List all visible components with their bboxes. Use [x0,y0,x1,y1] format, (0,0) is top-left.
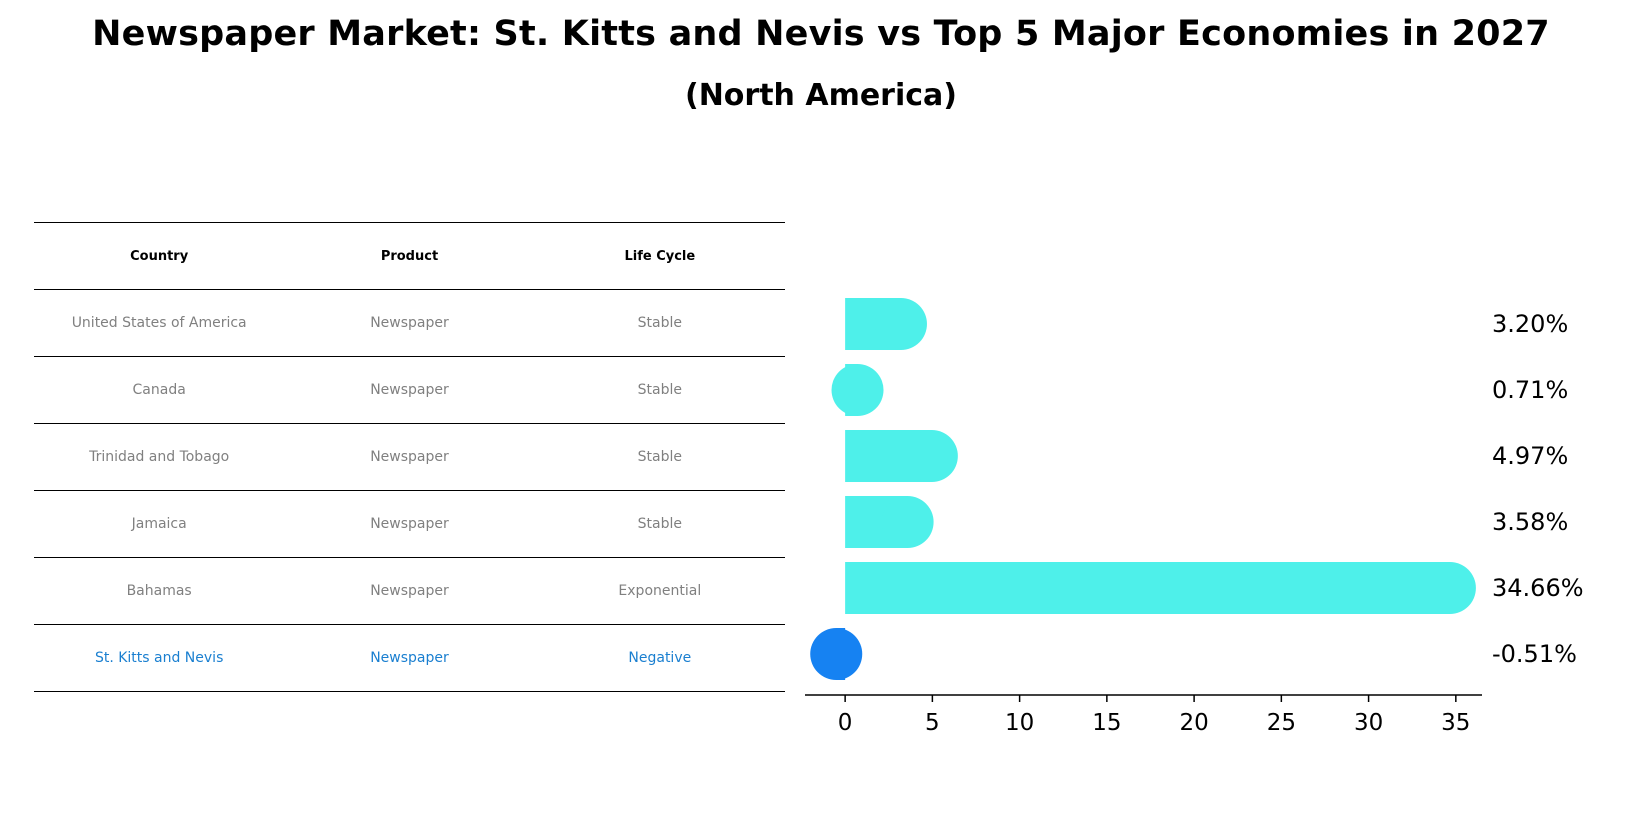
bar-cap [905,430,958,482]
chart-subtitle: (North America) [684,78,957,113]
x-tick-label: 15 [1092,710,1121,736]
x-tick-label: 10 [1005,710,1034,736]
x-tick-label: 5 [925,710,940,736]
cell-country: St. Kitts and Nevis [94,650,224,666]
cell-life-cycle: Stable [637,449,682,465]
bar-cap [1423,562,1476,614]
table-row: Bahamas Newspaper Exponential [34,557,785,624]
cell-country: United States of America [71,315,247,331]
bar-cap [831,364,884,416]
data-label: -0.51% [1492,640,1577,668]
data-label: 3.58% [1492,508,1568,536]
cell-country: Bahamas [126,583,192,599]
table-row: Canada Newspaper Stable [34,356,785,423]
bar-cap [874,298,927,350]
cell-country: Jamaica [131,516,187,532]
x-tick-label: 30 [1354,710,1383,736]
data-label: 0.71% [1492,376,1568,404]
cell-life-cycle: Exponential [618,583,702,599]
header-life-cycle: Life Cycle [624,248,696,264]
header-country: Country [130,248,189,264]
cell-product: Newspaper [370,650,449,666]
data-label: 34.66% [1492,574,1584,602]
table-row: Jamaica Newspaper Stable [34,490,785,557]
cell-life-cycle: Negative [628,650,692,666]
chart-title: Newspaper Market: St. Kitts and Nevis vs… [92,14,1550,54]
cell-product: Newspaper [370,449,449,465]
x-tick-label: 0 [838,710,853,736]
cell-life-cycle: Stable [637,382,682,398]
x-tick-label: 35 [1441,710,1470,736]
header-product: Product [380,248,439,264]
cell-country: Canada [132,382,186,398]
cell-product: Newspaper [370,583,449,599]
table-row: Trinidad and Tobago Newspaper Stable [34,423,785,490]
growth-bar-chart: 3.20% 0.71% 4.97% 3.58% 34.66% -0.51% 0 5 10 15 20… [805,298,1584,736]
x-tick-label: 25 [1267,710,1296,736]
bar-cap [881,496,934,548]
cell-product: Newspaper [370,516,449,532]
table-header-row: Country Product Life Cycle [34,222,785,289]
cell-product: Newspaper [370,382,449,398]
comparison-table: Country Product Life Cycle United States… [34,222,785,692]
cell-country: Trinidad and Tobago [89,449,230,465]
data-label: 4.97% [1492,442,1568,470]
cell-life-cycle: Stable [637,516,682,532]
cell-product: Newspaper [370,315,449,331]
cell-life-cycle: Stable [637,315,682,331]
x-tick-label: 20 [1179,710,1208,736]
table-row-highlight: St. Kitts and Nevis Newspaper Negative [34,624,785,692]
data-label: 3.20% [1492,310,1568,338]
bar [845,562,1450,614]
table-row: United States of America Newspaper Stabl… [34,289,785,356]
bar-cap [810,628,863,680]
